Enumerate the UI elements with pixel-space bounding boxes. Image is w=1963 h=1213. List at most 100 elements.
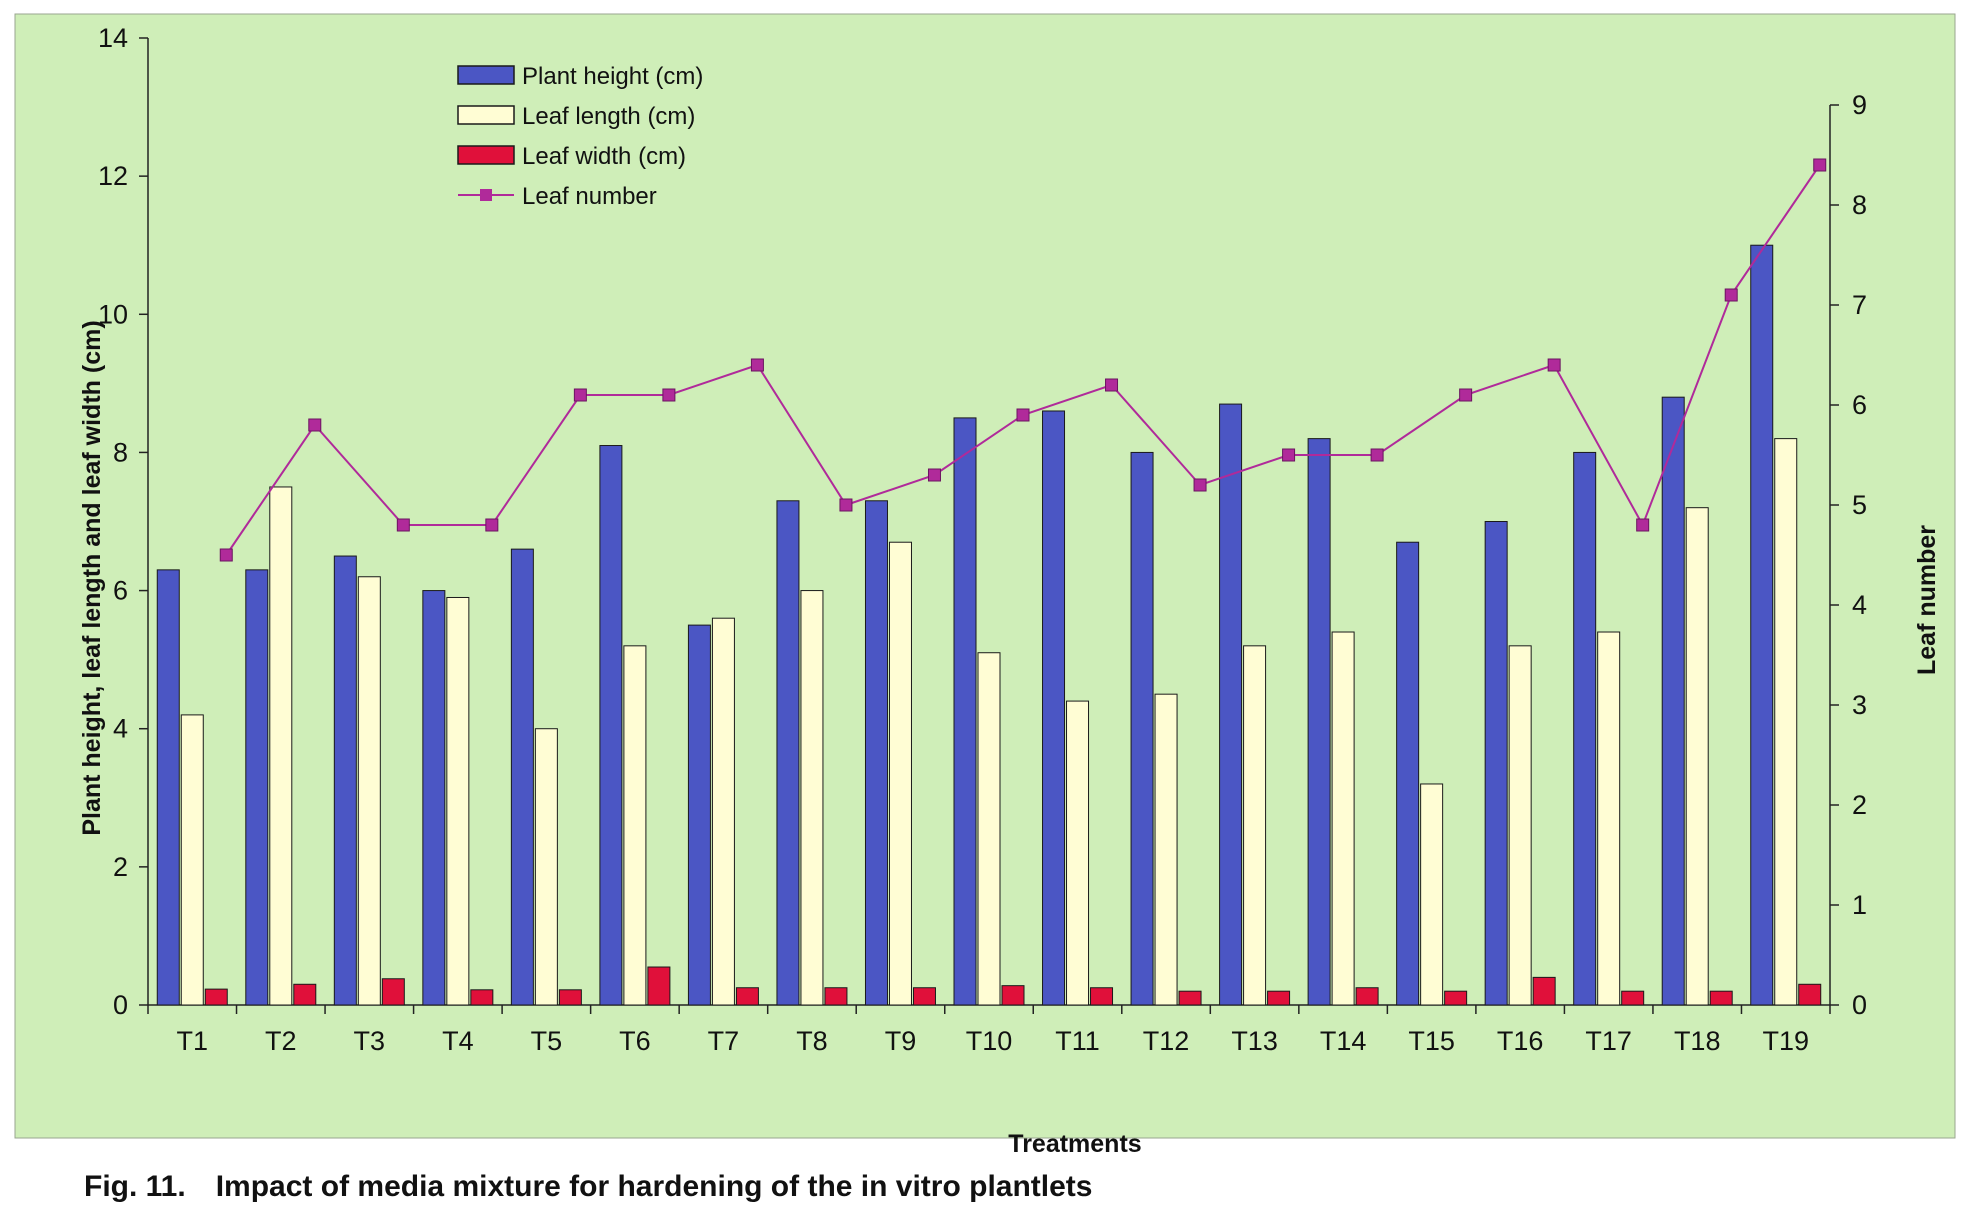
y-tick-label: 10 bbox=[98, 299, 128, 329]
legend-label: Plant height (cm) bbox=[522, 63, 703, 90]
bar bbox=[953, 417, 977, 1006]
bar bbox=[711, 617, 735, 1006]
y2-tick-label: 6 bbox=[1852, 390, 1867, 420]
x-tick-label: T13 bbox=[1231, 1026, 1278, 1056]
leaf-number-point bbox=[1016, 408, 1030, 422]
bar bbox=[1685, 507, 1709, 1006]
bar bbox=[1661, 396, 1685, 1006]
y-tick-label: 4 bbox=[113, 714, 128, 744]
bar bbox=[1573, 451, 1597, 1006]
x-tick-label: T19 bbox=[1762, 1026, 1809, 1056]
bar bbox=[647, 966, 671, 1006]
leaf-number-point bbox=[1547, 358, 1561, 372]
y-tick-label: 2 bbox=[113, 852, 128, 882]
y2-tick-label: 0 bbox=[1852, 990, 1867, 1020]
bar bbox=[824, 987, 848, 1006]
leaf-number-point bbox=[1193, 478, 1207, 492]
x-tick-label: T15 bbox=[1408, 1026, 1455, 1056]
bar bbox=[470, 989, 494, 1006]
caption-figure-number: Fig. 11. bbox=[84, 1170, 186, 1203]
leaf-number-point bbox=[1813, 158, 1827, 172]
bar bbox=[1066, 700, 1090, 1006]
bar bbox=[446, 596, 470, 1006]
leaf-number-point bbox=[750, 358, 764, 372]
bar bbox=[1154, 693, 1178, 1006]
bar bbox=[1042, 410, 1066, 1006]
y2-tick-label: 2 bbox=[1852, 790, 1867, 820]
y2-axis-title: Leaf number bbox=[1913, 525, 1941, 675]
leaf-number-line bbox=[219, 158, 1827, 562]
bar bbox=[381, 978, 405, 1006]
bar bbox=[977, 652, 1001, 1006]
y2-tick-label: 9 bbox=[1852, 90, 1867, 120]
bar bbox=[558, 989, 582, 1006]
y2-tick-label: 7 bbox=[1852, 290, 1867, 320]
bar bbox=[735, 987, 759, 1006]
x-tick-label: T11 bbox=[1055, 1026, 1100, 1056]
bar bbox=[599, 445, 623, 1006]
x-tick-label: T3 bbox=[354, 1026, 386, 1056]
y-tick-label: 12 bbox=[98, 161, 128, 191]
leaf-number-point bbox=[1105, 378, 1119, 392]
y2-tick-label: 3 bbox=[1852, 690, 1867, 720]
bar bbox=[1774, 438, 1798, 1006]
y-tick-label: 6 bbox=[113, 576, 128, 606]
leaf-number-point bbox=[1370, 448, 1384, 462]
bar bbox=[888, 541, 912, 1006]
bar bbox=[1798, 983, 1822, 1006]
x-tick-label: T17 bbox=[1585, 1026, 1632, 1056]
bar bbox=[156, 569, 180, 1006]
legend: Plant height (cm) Leaf length (cm) Leaf wi… bbox=[457, 63, 703, 210]
bar bbox=[1420, 783, 1444, 1006]
legend-swatch bbox=[457, 145, 515, 165]
bar bbox=[1597, 631, 1621, 1006]
bar bbox=[623, 645, 647, 1006]
caption-text: Impact of media mixture for hardening of… bbox=[215, 1170, 1093, 1203]
bar bbox=[534, 728, 558, 1006]
bar bbox=[357, 576, 381, 1006]
leaf-number-point bbox=[839, 498, 853, 512]
bar bbox=[422, 590, 446, 1006]
bar bbox=[180, 714, 204, 1006]
x-tick-label: T16 bbox=[1497, 1026, 1544, 1056]
leaf-number-point bbox=[308, 418, 322, 432]
bar bbox=[1001, 985, 1025, 1006]
x-tick-label: T8 bbox=[796, 1026, 828, 1056]
x-tick-label: T1 bbox=[177, 1026, 209, 1056]
leaf-number-point bbox=[573, 388, 587, 402]
bar bbox=[1396, 541, 1420, 1006]
legend-label: Leaf width (cm) bbox=[522, 143, 686, 170]
bar bbox=[1219, 403, 1243, 1006]
leaf-number-point bbox=[1459, 388, 1473, 402]
bar bbox=[204, 988, 228, 1006]
y-tick-label: 14 bbox=[98, 23, 128, 53]
bar bbox=[1130, 451, 1154, 1006]
bar bbox=[1331, 631, 1355, 1006]
y-tick-label: 8 bbox=[113, 437, 128, 467]
bar bbox=[1178, 990, 1202, 1006]
x-tick-label: T2 bbox=[265, 1026, 297, 1056]
bar bbox=[1444, 990, 1468, 1006]
x-tick-label: T18 bbox=[1674, 1026, 1721, 1056]
y2-tick-label: 1 bbox=[1852, 890, 1867, 920]
bar bbox=[687, 624, 711, 1006]
bar bbox=[1621, 990, 1645, 1006]
x-tick-label: T4 bbox=[442, 1026, 474, 1056]
legend-swatch bbox=[457, 65, 515, 85]
bar bbox=[1508, 645, 1532, 1006]
leaf-number-point bbox=[396, 518, 410, 532]
bar bbox=[293, 983, 317, 1006]
legend-swatch-marker bbox=[480, 189, 492, 201]
leaf-number-point bbox=[485, 518, 499, 532]
legend-swatch bbox=[457, 105, 515, 125]
y-tick-label: 0 bbox=[113, 990, 128, 1020]
bar bbox=[1267, 990, 1291, 1006]
legend-label: Leaf number bbox=[522, 183, 657, 210]
x-axis-title: Treatments bbox=[1008, 1130, 1141, 1158]
bar bbox=[864, 500, 888, 1006]
x-tick-label: T7 bbox=[708, 1026, 740, 1056]
y2-tick-label: 8 bbox=[1852, 190, 1867, 220]
x-tick-label: T5 bbox=[531, 1026, 563, 1056]
